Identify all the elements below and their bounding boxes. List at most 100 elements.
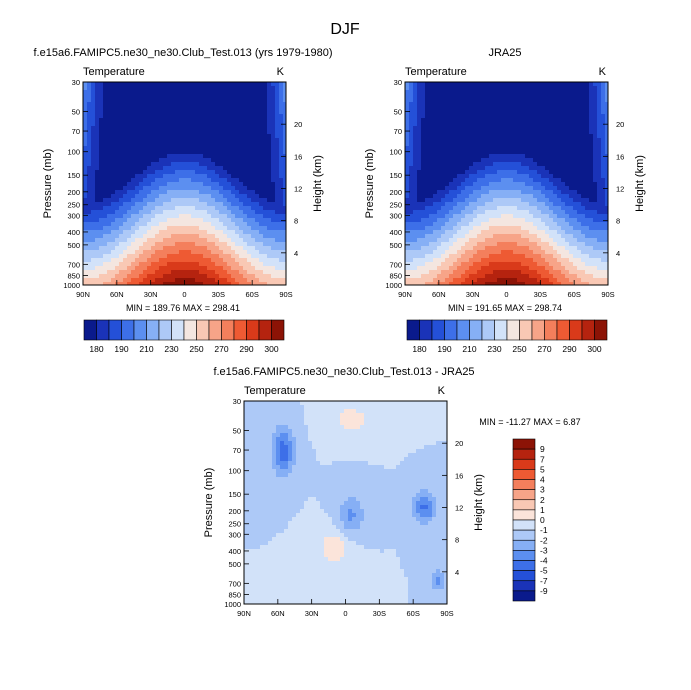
- contour-cell: [589, 138, 594, 143]
- contour-cell: [597, 158, 602, 163]
- contour-cell: [425, 94, 430, 99]
- contour-cell: [597, 146, 602, 151]
- contour-cell: [219, 178, 224, 183]
- contour-cell: [243, 230, 248, 235]
- contour-cell: [577, 242, 582, 247]
- contour-cell: [433, 206, 438, 211]
- contour-cell: [243, 238, 248, 243]
- contour-cell: [175, 222, 180, 227]
- contour-cell: [493, 198, 498, 203]
- contour-cell: [509, 226, 514, 231]
- contour-cell: [187, 206, 192, 211]
- contour-cell: [251, 250, 256, 255]
- contour-cell: [509, 86, 514, 91]
- contour-cell: [283, 242, 287, 247]
- contour-cell: [417, 238, 422, 243]
- contour-cell: [195, 254, 200, 259]
- contour-cell: [605, 178, 609, 183]
- contour-cell: [251, 162, 256, 167]
- contour-cell: [231, 274, 236, 279]
- contour-cell: [409, 186, 414, 191]
- contour-cell: [259, 262, 264, 267]
- contour-cell: [469, 178, 474, 183]
- contour-cell: [581, 126, 586, 131]
- contour-cell: [179, 202, 184, 207]
- contour-cell: [477, 94, 482, 99]
- contour-cell: [553, 98, 558, 103]
- contour-cell: [525, 210, 530, 215]
- contour-cell: [203, 170, 208, 175]
- contour-cell: [231, 82, 236, 87]
- contour-cell: [533, 170, 538, 175]
- contour-cell: [457, 198, 462, 203]
- contour-cell: [271, 170, 276, 175]
- contour-cell: [549, 98, 554, 103]
- contour-cell: [215, 106, 220, 111]
- contour-cell: [449, 182, 454, 187]
- contour-cell: [573, 98, 578, 103]
- contour-cell: [477, 114, 482, 119]
- contour-cell: [441, 250, 446, 255]
- contour-cell: [425, 190, 430, 195]
- contour-cell: [143, 246, 148, 251]
- contour-cell: [489, 182, 494, 187]
- contour-cell: [91, 238, 96, 243]
- contour-cell: [433, 142, 438, 147]
- contour-cell: [103, 274, 108, 279]
- contour-cell: [111, 234, 116, 239]
- contour-cell: [191, 230, 196, 235]
- contour-cell: [123, 106, 128, 111]
- contour-cell: [163, 134, 168, 139]
- contour-cell: [215, 270, 220, 275]
- contour-cell: [445, 238, 450, 243]
- contour-cell: [585, 146, 590, 151]
- contour-cell: [99, 146, 104, 151]
- contour-cell: [135, 142, 140, 147]
- contour-cell: [167, 254, 172, 259]
- contour-cell: [255, 238, 260, 243]
- contour-cell: [239, 126, 244, 131]
- contour-cell: [103, 202, 108, 207]
- contour-cell: [461, 154, 466, 159]
- contour-cell: [505, 214, 510, 219]
- contour-cell: [453, 106, 458, 111]
- contour-cell: [263, 210, 268, 215]
- contour-cell: [509, 114, 514, 119]
- contour-cell: [593, 186, 598, 191]
- contour-cell: [453, 142, 458, 147]
- contour-cell: [549, 218, 554, 223]
- contour-cell: [461, 110, 466, 115]
- contour-cell: [497, 94, 502, 99]
- contour-cell: [481, 246, 486, 251]
- latitude-tick-label: 90N: [76, 290, 90, 299]
- contour-cell: [119, 82, 124, 87]
- contour-cell: [573, 146, 578, 151]
- contour-cell: [263, 118, 268, 123]
- contour-cell: [409, 90, 414, 95]
- contour-cell: [557, 130, 562, 135]
- contour-cell: [91, 170, 96, 175]
- contour-cell: [247, 242, 252, 247]
- contour-cell: [593, 142, 598, 147]
- contour-cell: [465, 142, 470, 147]
- contour-cell: [239, 278, 244, 283]
- contour-cell: [445, 106, 450, 111]
- contour-cell: [457, 246, 462, 251]
- contour-cell: [207, 106, 212, 111]
- contour-cell: [231, 250, 236, 255]
- colorbar-label: 250: [189, 344, 203, 354]
- contour-cell: [223, 102, 228, 107]
- contour-cell: [537, 170, 542, 175]
- contour-cell: [485, 138, 490, 143]
- contour-cell: [545, 230, 550, 235]
- contour-cell: [255, 262, 260, 267]
- contour-cell: [561, 126, 566, 131]
- contour-cell: [589, 182, 594, 187]
- contour-cell: [465, 146, 470, 151]
- contour-cell: [243, 130, 248, 135]
- contour-cell: [413, 154, 418, 159]
- contour-cell: [103, 146, 108, 151]
- contour-cell: [601, 178, 606, 183]
- contour-cell: [573, 202, 578, 207]
- contour-cell: [111, 198, 116, 203]
